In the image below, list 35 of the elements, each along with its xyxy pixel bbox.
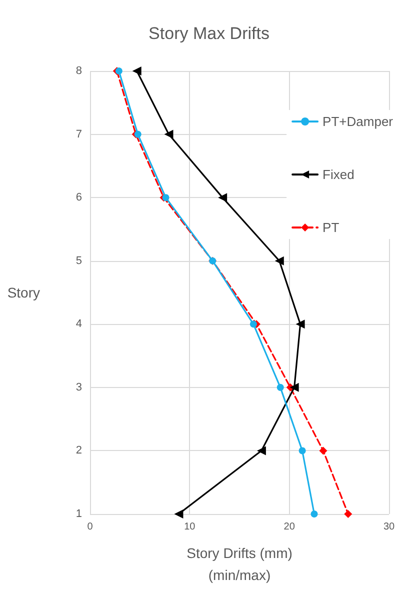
legend-label: PT+Damper (322, 114, 394, 129)
point (276, 384, 284, 391)
y-tick-label: 7 (76, 128, 82, 140)
x-tick-label: 10 (184, 522, 196, 532)
legend-label: Fixed (322, 167, 354, 182)
point (218, 193, 228, 202)
point (134, 130, 142, 138)
y-tick-label: 6 (76, 192, 82, 204)
x-tick-label: 20 (284, 522, 296, 532)
point (256, 446, 266, 456)
point (344, 510, 352, 518)
y-tick-label: 8 (76, 65, 82, 77)
point (162, 194, 170, 202)
point (250, 320, 257, 328)
point (164, 130, 174, 139)
chart-title: Story Max Drifts (148, 24, 270, 43)
point (274, 256, 284, 266)
y-tick-label: 1 (76, 508, 82, 520)
point (296, 320, 305, 329)
point (115, 68, 122, 74)
y-axis-title: Story (7, 284, 40, 300)
x-tick-label: 0 (87, 522, 94, 532)
y-tick-label: 5 (76, 254, 82, 267)
y-tick-label: 3 (76, 381, 82, 394)
x-tick-label: 30 (383, 522, 395, 532)
point (132, 66, 142, 76)
y-tick-label: 2 (76, 444, 82, 457)
point (319, 446, 328, 455)
y-tick-label: 4 (76, 318, 82, 330)
x-axis-title: Story Drifts (mm) (min/max) (186, 545, 292, 583)
point (290, 382, 299, 392)
point (298, 447, 306, 454)
point (174, 510, 184, 518)
point (310, 510, 318, 518)
legend-label: PT (322, 220, 340, 235)
